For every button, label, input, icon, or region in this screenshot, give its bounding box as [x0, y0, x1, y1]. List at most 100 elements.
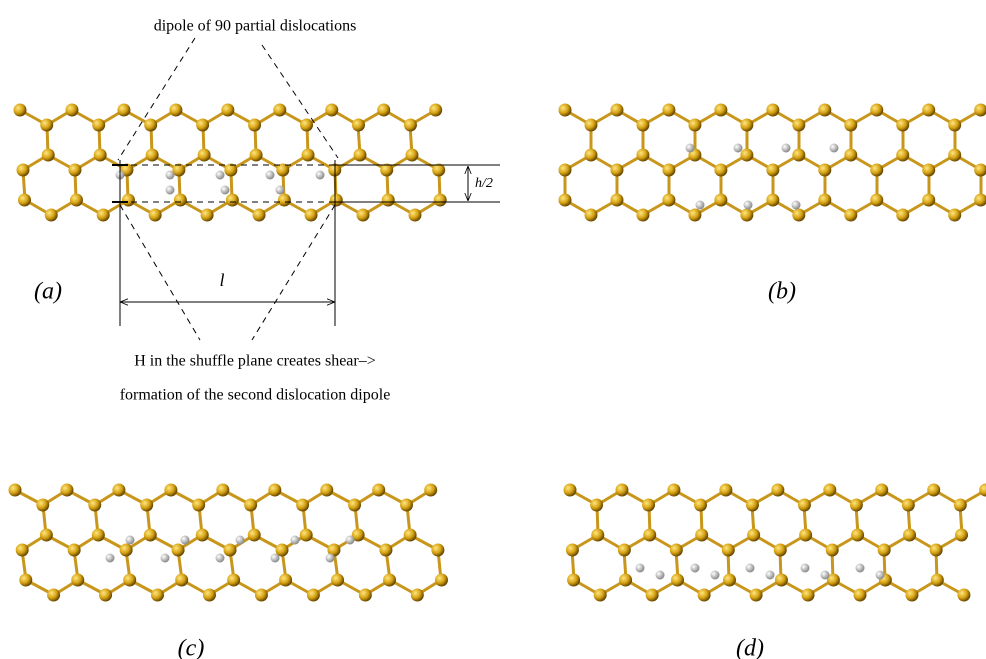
atom	[279, 574, 292, 587]
hydrogen	[216, 171, 225, 180]
atom	[151, 589, 164, 602]
atom	[146, 149, 159, 162]
atom	[383, 574, 396, 587]
atom	[564, 484, 577, 497]
atom	[930, 544, 943, 557]
atom	[559, 104, 572, 117]
atom	[896, 209, 909, 222]
atom	[818, 194, 831, 207]
atom	[429, 104, 442, 117]
atom	[662, 104, 675, 117]
atom	[94, 149, 107, 162]
atom	[927, 484, 940, 497]
hydrogen	[711, 571, 720, 580]
atom	[45, 209, 58, 222]
atom	[610, 194, 623, 207]
atom	[404, 119, 417, 132]
atom	[870, 194, 883, 207]
atom	[922, 104, 935, 117]
atom	[120, 544, 133, 557]
atom	[149, 209, 162, 222]
atom	[97, 209, 110, 222]
atom	[9, 484, 22, 497]
atom	[216, 484, 229, 497]
atom	[662, 194, 675, 207]
atom	[584, 119, 597, 132]
atom	[766, 164, 779, 177]
atom	[117, 104, 130, 117]
hydrogen	[236, 536, 245, 545]
atom	[714, 164, 727, 177]
atom	[851, 529, 864, 542]
atom	[431, 544, 444, 557]
atom	[19, 574, 32, 587]
atom	[792, 119, 805, 132]
atom	[14, 104, 27, 117]
atom	[372, 484, 385, 497]
atom	[18, 194, 31, 207]
atom	[377, 104, 390, 117]
atom	[320, 484, 333, 497]
atom	[411, 589, 424, 602]
atom	[99, 589, 112, 602]
atom	[957, 589, 970, 602]
atom	[140, 499, 153, 512]
atom	[636, 149, 649, 162]
atom	[642, 499, 655, 512]
atom	[566, 544, 579, 557]
atom	[594, 589, 607, 602]
atom	[348, 499, 361, 512]
atom	[224, 544, 237, 557]
atom	[359, 589, 372, 602]
atom	[68, 164, 81, 177]
atom	[300, 529, 313, 542]
atom	[278, 194, 291, 207]
atom	[169, 104, 182, 117]
atom	[273, 104, 286, 117]
atom	[853, 589, 866, 602]
atom	[408, 209, 421, 222]
atom	[826, 544, 839, 557]
title: dipole of 90 partial dislocations	[154, 18, 357, 35]
hydrogen	[316, 171, 325, 180]
atom	[591, 529, 604, 542]
atom	[144, 529, 157, 542]
atom	[766, 194, 779, 207]
atom	[610, 164, 623, 177]
atom	[201, 209, 214, 222]
atom	[567, 574, 580, 587]
atom	[723, 574, 736, 587]
atom	[775, 574, 788, 587]
atom	[896, 119, 909, 132]
atom	[948, 119, 961, 132]
atom	[172, 544, 185, 557]
atom	[42, 149, 55, 162]
panel-label: (c)	[178, 636, 205, 659]
atom	[203, 589, 216, 602]
hydrogen	[734, 144, 743, 153]
hydrogen	[830, 144, 839, 153]
atom	[615, 484, 628, 497]
atom	[92, 119, 105, 132]
hydrogen	[876, 571, 885, 580]
atom	[766, 104, 779, 117]
atom	[379, 544, 392, 557]
atom	[714, 104, 727, 117]
hydrogen	[766, 571, 775, 580]
hydrogen	[691, 564, 700, 573]
hydrogen	[161, 554, 170, 563]
atom	[300, 119, 313, 132]
hydrogen	[291, 536, 300, 545]
h-label: h/2	[475, 176, 493, 191]
atom	[948, 149, 961, 162]
atom	[255, 589, 268, 602]
atom	[584, 149, 597, 162]
atom	[802, 589, 815, 602]
atom	[16, 544, 29, 557]
atom	[714, 194, 727, 207]
hydrogen	[266, 171, 275, 180]
atom	[922, 194, 935, 207]
hydrogen	[181, 536, 190, 545]
atom	[948, 209, 961, 222]
atom	[305, 209, 318, 222]
